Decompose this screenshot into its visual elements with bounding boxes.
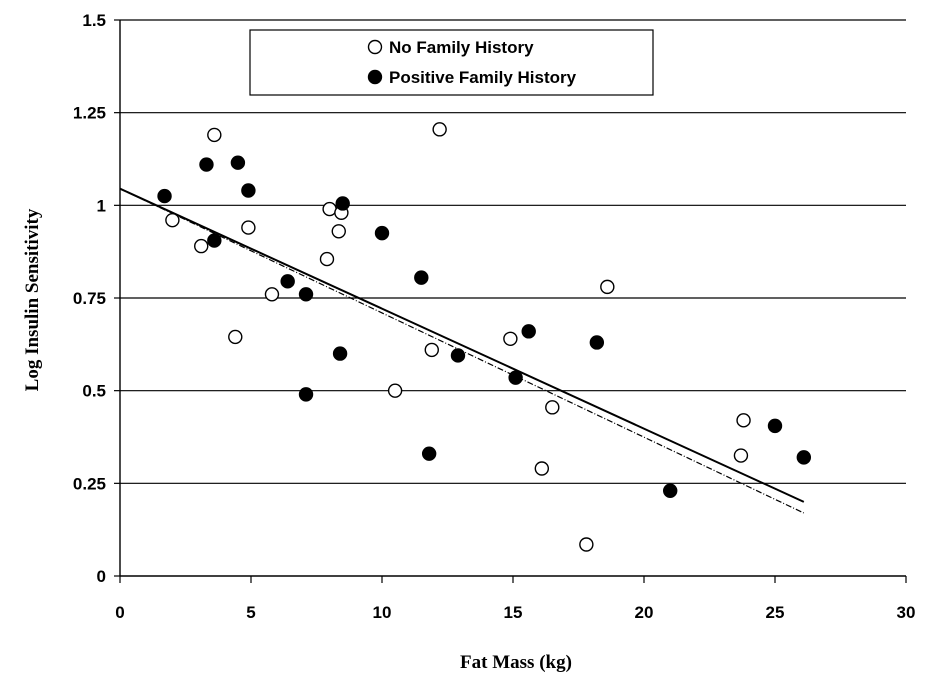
data-point-no-family-history	[194, 238, 209, 254]
data-point-positive-family-history	[332, 346, 348, 361]
x-tick-label: 25	[766, 603, 785, 622]
legend-marker-open-circle	[367, 39, 383, 55]
y-tick-label: 1	[97, 196, 106, 215]
data-point-positive-family-history	[157, 188, 172, 204]
y-axis-ticks: 0 0.25 0.5 0.75 1 1.25 1.5	[73, 11, 120, 586]
data-point-no-family-history	[228, 329, 243, 345]
x-tick-label: 15	[504, 603, 523, 622]
data-point-no-family-history	[503, 331, 518, 346]
data-point-no-family-history	[432, 122, 447, 137]
data-point-no-family-history	[579, 537, 594, 552]
data-point-positive-family-history	[521, 324, 536, 339]
data-point-no-family-history	[319, 251, 335, 267]
data-point-no-family-history	[733, 448, 749, 463]
data-point-positive-family-history	[298, 387, 314, 402]
legend-label-positive-family-history: Positive Family History	[389, 68, 577, 87]
data-point-no-family-history	[736, 413, 751, 428]
data-point-positive-family-history	[335, 196, 350, 211]
data-point-no-family-history	[165, 212, 180, 228]
y-tick-label: 1.5	[82, 11, 106, 30]
data-points	[157, 122, 812, 552]
data-point-positive-family-history	[767, 418, 783, 434]
legend-marker-filled-circle	[367, 69, 383, 85]
data-point-positive-family-history	[207, 233, 222, 248]
x-tick-label: 30	[897, 603, 916, 622]
data-point-positive-family-history	[374, 225, 390, 241]
data-point-no-family-history	[264, 287, 280, 302]
y-tick-label: 1.25	[73, 104, 106, 123]
data-point-positive-family-history	[230, 155, 246, 170]
data-point-positive-family-history	[796, 450, 812, 465]
data-point-no-family-history	[387, 383, 403, 398]
data-point-positive-family-history	[414, 270, 429, 285]
data-point-no-family-history	[331, 224, 346, 239]
data-point-positive-family-history	[241, 183, 256, 198]
data-point-positive-family-history	[450, 348, 466, 363]
data-point-positive-family-history	[280, 274, 295, 289]
data-point-no-family-history	[424, 342, 439, 358]
data-point-positive-family-history	[508, 370, 523, 385]
x-axis-ticks: 0 5 10 15 20 25 30	[115, 576, 915, 622]
y-axis-label: Log Insulin Sensitivity	[22, 208, 43, 391]
data-point-positive-family-history	[199, 157, 214, 172]
data-point-positive-family-history	[421, 446, 437, 461]
y-tick-label: 0.25	[73, 474, 106, 493]
trendline-solid	[119, 187, 805, 503]
data-point-no-family-history	[207, 127, 222, 143]
y-tick-label: 0.75	[73, 289, 106, 308]
legend: No Family History Positive Family Histor…	[249, 29, 654, 96]
legend-box	[249, 29, 654, 96]
data-point-no-family-history	[534, 461, 550, 476]
x-tick-label: 5	[246, 603, 255, 622]
gridlines	[120, 19, 906, 484]
data-point-no-family-history	[241, 220, 256, 235]
data-point-positive-family-history	[589, 335, 605, 350]
data-point-positive-family-history	[298, 287, 314, 302]
y-tick-label: 0	[97, 567, 106, 586]
x-axis-label: Fat Mass (kg)	[460, 652, 572, 673]
legend-label-no-family-history: No Family History	[389, 38, 534, 57]
data-point-no-family-history	[322, 201, 337, 217]
data-point-no-family-history	[545, 400, 560, 415]
x-tick-label: 10	[373, 603, 392, 622]
data-point-no-family-history	[600, 279, 615, 295]
data-point-positive-family-history	[663, 483, 678, 498]
x-tick-label: 20	[635, 603, 654, 622]
x-tick-label: 0	[115, 603, 124, 622]
y-tick-label: 0.5	[82, 382, 106, 401]
